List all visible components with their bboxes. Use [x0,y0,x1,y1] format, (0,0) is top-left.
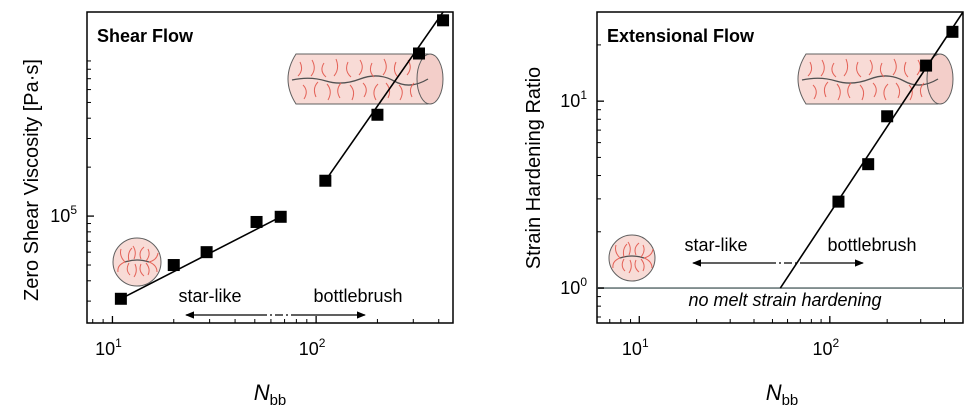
x-axis-label-sub: bb [270,392,287,409]
x-axis-label-sub: bb [782,392,799,409]
data-point [920,59,933,72]
no-hardening-label: no melt strain hardening [688,290,881,310]
x-tick-label: 101 [622,336,649,359]
x-tick-label: 102 [812,336,839,359]
star-like-label: star-like [684,235,747,255]
star-like-illustration [608,234,656,282]
y-axis-label: Zero Shear Viscosity [Pa·s] [21,59,43,301]
panel-title: Extensional Flow [607,26,755,46]
x-tick-label-exp: 1 [642,336,649,350]
x-axis-label: Nbb [766,380,799,409]
star-like-label: star-like [178,286,241,306]
x-tick-label: 102 [299,336,326,359]
x-axis-label-main: N [766,380,782,405]
bottlebrush-label: bottlebrush [313,286,402,306]
y-tick-label-exp: 1 [580,88,587,102]
data-point [250,215,263,228]
data-point [200,246,213,259]
x-axis-label-main: N [254,380,270,405]
x-tick-label-base: 10 [95,339,115,359]
y-tick-label-base: 10 [560,91,580,111]
y-tick-label: 101 [560,88,587,111]
data-point [946,25,959,38]
data-point [167,259,180,272]
data-point [319,174,332,187]
plot-frame [596,11,964,324]
x-tick-label-base: 10 [812,339,832,359]
data-point [371,108,384,121]
x-tick-label-exp: 2 [832,336,839,350]
data-point [114,292,127,305]
fit-line [779,12,963,289]
data-point [881,110,894,123]
fit-line [324,12,445,182]
data-point [274,210,287,223]
x-axis-label: Nbb [254,380,287,409]
y-tick-label-exp: 5 [70,203,77,217]
x-tick-label-base: 10 [299,339,319,359]
y-axis-label: Strain Hardening Ratio [523,67,545,269]
y-tick-label-base: 10 [560,278,580,298]
bottlebrush-illustration [287,53,444,105]
x-tick-label-exp: 2 [319,336,326,350]
x-tick-label-base: 10 [622,339,642,359]
y-tick-label: 100 [560,275,587,298]
data-point [862,158,875,171]
y-tick-label: 105 [50,203,77,226]
star-like-illustration [112,237,162,287]
bottlebrush-label: bottlebrush [827,235,916,255]
data-point [832,195,845,208]
panel-title: Shear Flow [97,26,194,46]
x-tick-label-exp: 1 [115,336,122,350]
data-point [437,14,450,27]
y-tick-label-base: 10 [50,206,70,226]
x-tick-label: 101 [95,336,122,359]
data-point [412,47,425,60]
y-tick-label-exp: 0 [580,275,587,289]
